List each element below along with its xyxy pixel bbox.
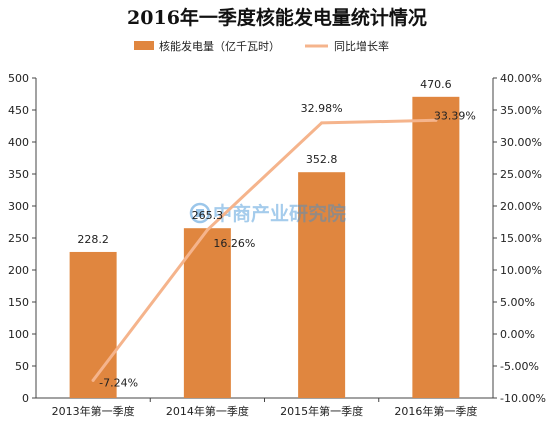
y-left-tick-label: 500 [8, 72, 29, 85]
y-left-tick-label: 250 [8, 232, 29, 245]
bar-value-label: 470.6 [420, 78, 452, 91]
y-left-tick-label: 50 [15, 360, 29, 373]
bar-series [69, 96, 460, 398]
y-left-tick-label: 400 [8, 136, 29, 149]
bar-value-label: 352.8 [306, 153, 338, 166]
y-right-tick-label: 40.00% [500, 72, 542, 85]
bar-value-label: 265.3 [192, 209, 224, 222]
line-point [205, 228, 209, 232]
y-left-tick-label: 450 [8, 104, 29, 117]
line-point [91, 378, 95, 382]
y-right-tick-label: 30.00% [500, 136, 542, 149]
legend-label-bar: 核能发电量（亿千瓦时） [159, 39, 280, 53]
y-right-tick-label: -10.00% [500, 392, 546, 405]
bar [298, 172, 346, 398]
legend-swatch-bar [134, 41, 154, 50]
line-value-label: -7.24% [99, 376, 138, 389]
line-point [434, 118, 438, 122]
y-right-tick-label: 35.00% [500, 104, 542, 117]
y-right-tick-label: -5.00% [500, 360, 539, 373]
y-left-tick-label: 350 [8, 168, 29, 181]
x-tick-label: 2015年第一季度 [280, 404, 363, 418]
line-value-label: 32.98% [301, 102, 343, 115]
x-tick-label: 2014年第一季度 [166, 404, 249, 418]
bar [183, 228, 231, 398]
legend: 核能发电量（亿千瓦时） 同比增长率 [134, 39, 389, 53]
y-left-tick-label: 300 [8, 200, 29, 213]
axes: 0 50 100 150 200 250 300 350 400 450 500 -10.00% -5.… [8, 72, 546, 418]
bar-value-label: 228.2 [77, 233, 109, 246]
y-left-tick-label: 150 [8, 296, 29, 309]
y-left-tick-label: 200 [8, 264, 29, 277]
line-series [91, 118, 438, 382]
line-value-label: 16.26% [213, 237, 255, 250]
growth-rate-line [91, 118, 438, 382]
y-right-tick-label: 0.00% [500, 328, 535, 341]
line-value-label: 33.39% [434, 109, 476, 122]
y-left-tick-label: 0 [22, 392, 29, 405]
y-right-tick-label: 25.00% [500, 168, 542, 181]
zhongshang-logo-icon [189, 202, 211, 224]
y-right-tick-label: 10.00% [500, 264, 542, 277]
y-left-tick-label: 100 [8, 328, 29, 341]
bar [69, 251, 117, 398]
y-right-tick-label: 5.00% [500, 296, 535, 309]
y-right-tick-label: 15.00% [500, 232, 542, 245]
y-right-tick-label: 20.00% [500, 200, 542, 213]
legend-label-line: 同比增长率 [334, 39, 389, 53]
line-point [320, 121, 324, 125]
watermark: 中商产业研究院 [189, 202, 346, 225]
chart-title: 2016年一季度核能发电量统计情况 [127, 6, 427, 29]
x-tick-label: 2013年第一季度 [52, 404, 135, 418]
x-tick-label: 2016年第一季度 [394, 404, 477, 418]
data-labels: 228.2 265.3 352.8 470.6 -7.24% 16.26% 32.98% 33… [77, 78, 475, 390]
bar [412, 96, 460, 398]
watermark-text: 中商产业研究院 [213, 202, 346, 225]
